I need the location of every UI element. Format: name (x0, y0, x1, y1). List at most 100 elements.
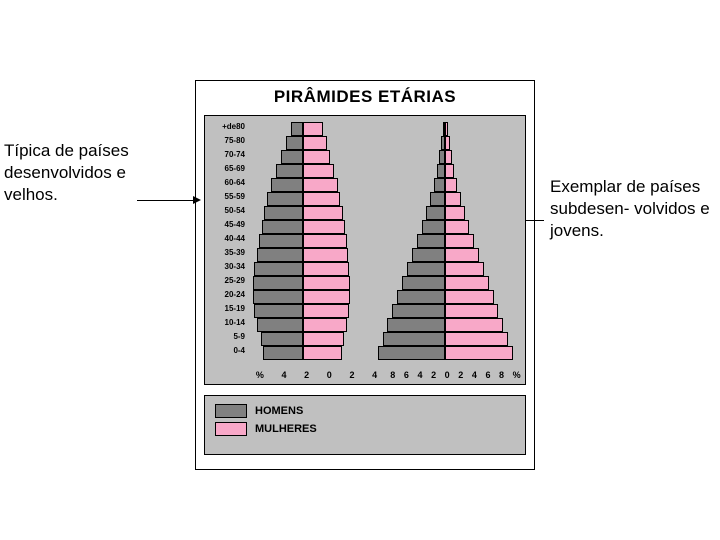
bar-women (445, 290, 494, 304)
age-label: 60-64 (209, 179, 245, 187)
pyramid-row (247, 248, 359, 262)
swatch-men (215, 404, 247, 418)
pyramid-row (247, 234, 359, 248)
age-label: 25-29 (209, 277, 245, 285)
bar-men (271, 178, 303, 192)
pyramid-row (247, 178, 359, 192)
bar-men (434, 178, 446, 192)
bar-women (445, 178, 457, 192)
x-tick: 8 (499, 370, 504, 380)
x-tick: 6 (485, 370, 490, 380)
bar-women (445, 276, 489, 290)
x-tick: 6 (404, 370, 409, 380)
bar-men (291, 122, 303, 136)
x-tick: 2 (304, 370, 309, 380)
age-label: +de80 (209, 123, 245, 131)
pyramid-row (371, 346, 519, 360)
bar-women (303, 276, 350, 290)
pyramid-row (247, 192, 359, 206)
pyramid-row (247, 262, 359, 276)
pyramid-row (371, 248, 519, 262)
x-tick: 4 (417, 370, 422, 380)
pyramid-row (247, 206, 359, 220)
pyramid-row (371, 178, 519, 192)
bar-men (261, 332, 303, 346)
pyramid-row (371, 150, 519, 164)
x-tick: 0 (445, 370, 450, 380)
bar-women (303, 234, 347, 248)
bar-men (264, 206, 303, 220)
bar-women (303, 304, 349, 318)
bar-women (445, 332, 508, 346)
pyramid-row (371, 220, 519, 234)
age-label: 65-69 (209, 165, 245, 173)
bar-women (445, 220, 469, 234)
x-tick: 2 (349, 370, 354, 380)
bar-men (253, 276, 303, 290)
pyramid-row (371, 234, 519, 248)
age-label: 5-9 (209, 333, 245, 341)
bar-men (383, 332, 445, 346)
bar-women (445, 192, 461, 206)
bar-men (412, 248, 445, 262)
bar-men (422, 220, 445, 234)
bar-men (263, 346, 303, 360)
legend-men: HOMENS (215, 404, 515, 418)
bar-men (407, 262, 445, 276)
bar-men (257, 248, 303, 262)
bar-women (303, 122, 323, 136)
pyramid-row (371, 304, 519, 318)
pyramid-row (247, 290, 359, 304)
age-label: 40-44 (209, 235, 245, 243)
bar-women (303, 178, 338, 192)
bar-women (303, 136, 327, 150)
pyramid-row (371, 136, 519, 150)
pyramids: +de8075-8070-7465-6960-6455-5950-5445-49… (205, 122, 525, 360)
legend-women-label: MULHERES (255, 423, 317, 435)
bar-women (445, 262, 484, 276)
x-tick: 0 (327, 370, 332, 380)
bar-women (303, 206, 343, 220)
age-label: 30-34 (209, 263, 245, 271)
pyramid-underdeveloped (365, 122, 525, 360)
pyramid-row (247, 136, 359, 150)
legend-women: MULHERES (215, 422, 515, 436)
x-tick: 2 (431, 370, 436, 380)
pyramid-row (247, 332, 359, 346)
age-label: 50-54 (209, 207, 245, 215)
bar-men (430, 192, 445, 206)
bar-men (387, 318, 445, 332)
bar-women (303, 192, 340, 206)
x-tick: 4 (472, 370, 477, 380)
bar-women (303, 150, 330, 164)
bar-women (303, 262, 349, 276)
x-tick: 4 (372, 370, 377, 380)
age-label: 0-4 (209, 347, 245, 355)
bar-women (303, 164, 334, 178)
age-label: 10-14 (209, 319, 245, 327)
bar-men (257, 318, 303, 332)
pyramid-row (371, 276, 519, 290)
pyramid-row (371, 318, 519, 332)
bar-men (378, 346, 445, 360)
bar-men (417, 234, 445, 248)
pyramid-row (247, 276, 359, 290)
bar-men (426, 206, 445, 220)
chart-container: PIRÂMIDES ETÁRIAS +de8075-8070-7465-6960… (195, 80, 535, 470)
plot-area: +de8075-8070-7465-6960-6455-5950-5445-49… (204, 115, 526, 385)
bar-men (281, 150, 303, 164)
pyramid-row (247, 164, 359, 178)
bar-women (303, 248, 348, 262)
bar-women (445, 234, 474, 248)
x-axis: %42024 864202468% (205, 370, 525, 380)
bar-men (254, 262, 303, 276)
pyramid-row (371, 122, 519, 136)
age-label: 45-49 (209, 221, 245, 229)
pyramid-row (371, 192, 519, 206)
bar-women (303, 332, 344, 346)
bar-men (262, 220, 303, 234)
pyramid-row (371, 332, 519, 346)
x-tick: % (256, 370, 264, 380)
bar-women (445, 164, 454, 178)
annotation-developed: Típica de países desenvolvidos e velhos. (4, 140, 164, 206)
